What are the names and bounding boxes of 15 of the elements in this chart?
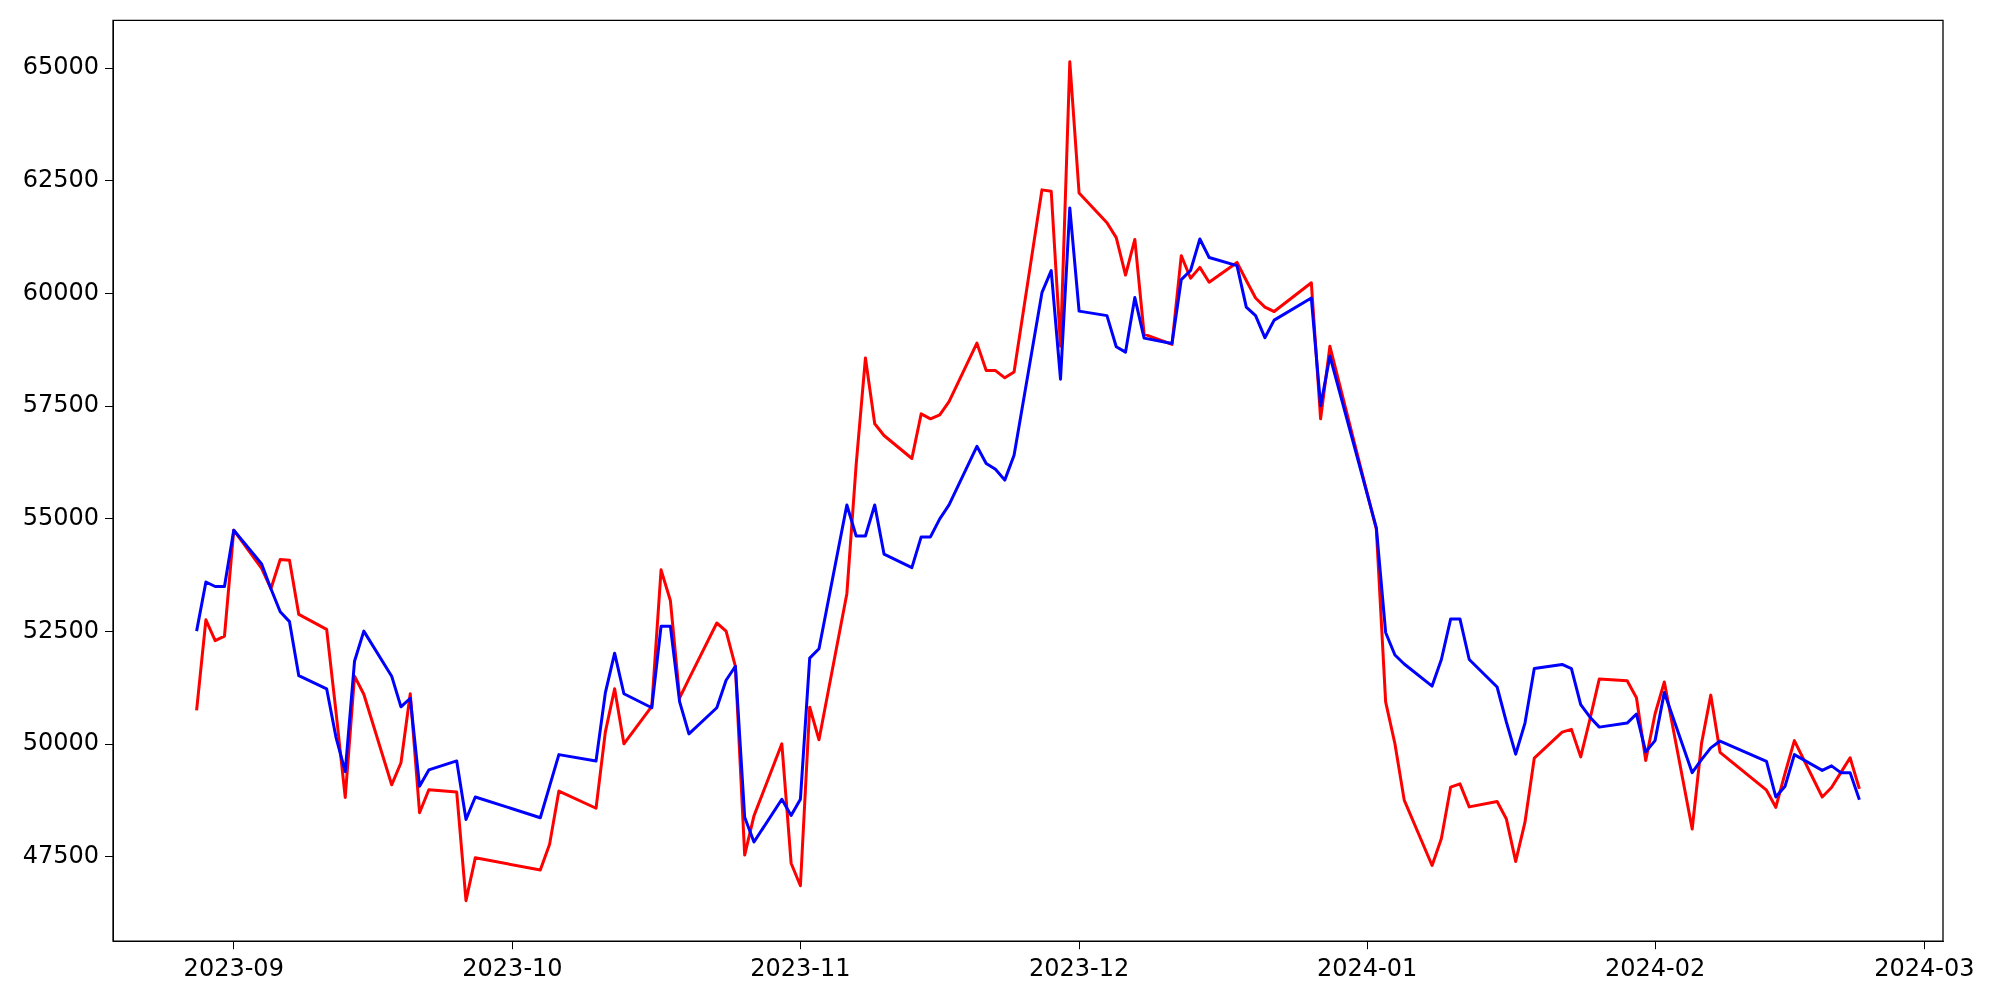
y-tick-label: 47500 [22, 841, 99, 870]
x-tick-label: 2023-10 [462, 953, 563, 982]
y-tick-label: 60000 [22, 277, 99, 306]
x-tick-label: 2023-12 [1028, 953, 1130, 982]
x-tick-label: 2024-02 [1604, 953, 1706, 982]
y-tick-label: 65000 [22, 52, 99, 81]
y-tick-label: 55000 [22, 503, 99, 532]
x-tick-label: 2024-03 [1874, 953, 1975, 982]
x-tick-label: 2023-11 [750, 953, 851, 982]
x-tick-label: 2024-01 [1316, 953, 1418, 982]
y-tick-label: 50000 [22, 728, 99, 757]
y-tick-label: 57500 [22, 390, 99, 419]
y-tick-label: 52500 [22, 615, 99, 644]
x-tick-label: 2023-09 [183, 953, 284, 982]
y-tick-label: 62500 [22, 165, 99, 194]
